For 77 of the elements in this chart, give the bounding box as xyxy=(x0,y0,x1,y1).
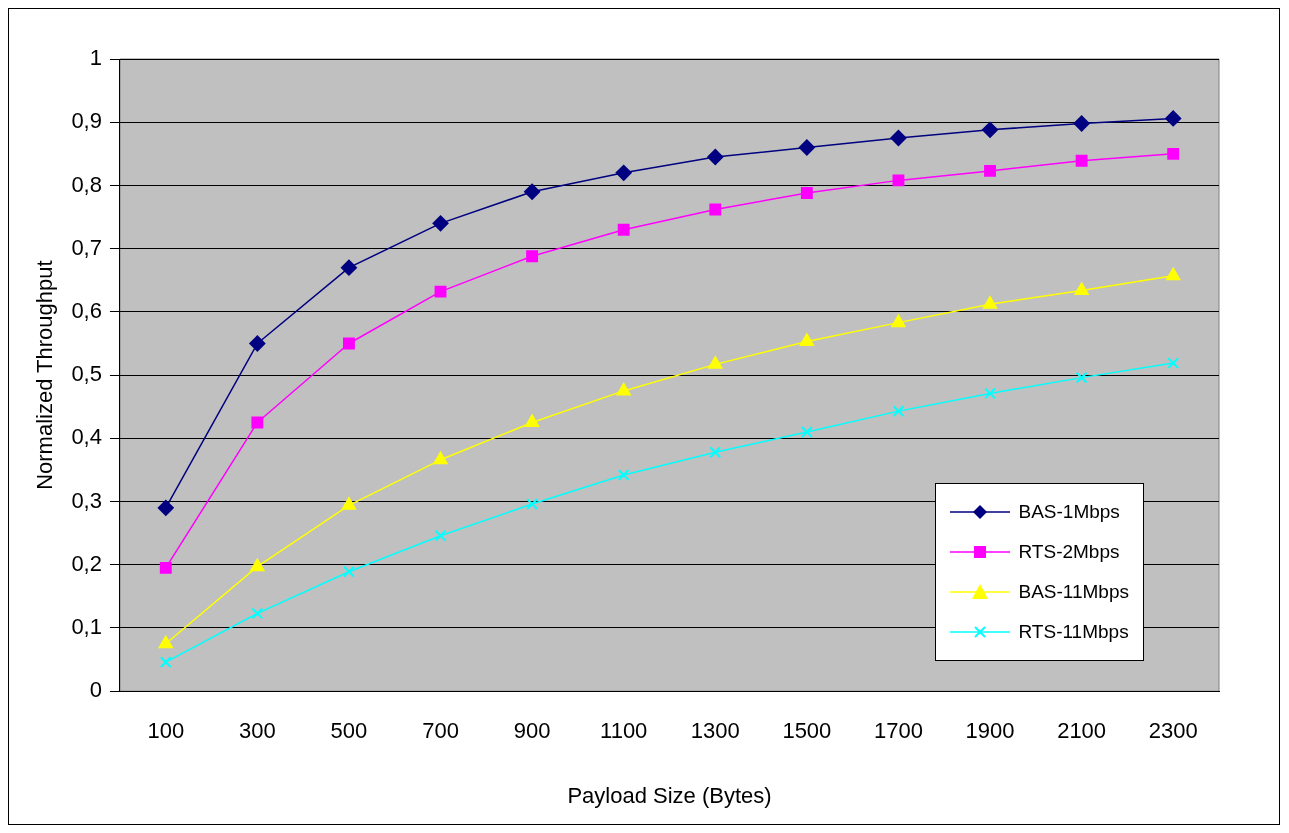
y-tick-label: 0,7 xyxy=(71,234,102,260)
point xyxy=(249,335,266,352)
point xyxy=(800,187,813,199)
x-tick-label: 1300 xyxy=(690,718,740,744)
point xyxy=(343,337,355,350)
y-tick-label: 0 xyxy=(89,677,102,703)
point xyxy=(616,382,631,396)
x-tick-label: 1700 xyxy=(873,718,923,744)
point xyxy=(798,139,815,156)
point xyxy=(709,446,722,459)
x-tick-label: 1100 xyxy=(600,718,648,744)
point xyxy=(251,416,264,429)
point xyxy=(526,250,539,263)
y-axis-title: Normalized Throughput xyxy=(32,260,58,490)
point xyxy=(615,164,632,181)
point xyxy=(984,164,996,177)
point xyxy=(159,561,172,574)
y-tick-label: 0,6 xyxy=(71,297,102,323)
point xyxy=(434,529,447,542)
point xyxy=(157,499,174,516)
point xyxy=(982,296,998,309)
point xyxy=(709,203,722,216)
point xyxy=(617,223,630,236)
x-tick-label: 2100 xyxy=(1057,718,1107,744)
point xyxy=(799,333,814,347)
x-tick-label: 2300 xyxy=(1148,718,1198,744)
y-tick-label: 0,2 xyxy=(71,550,102,576)
point xyxy=(982,121,999,138)
legend-label: BAS-1Mbps xyxy=(1018,501,1120,524)
point xyxy=(340,259,357,276)
legend-label: BAS-11Mbps xyxy=(1018,581,1129,604)
point xyxy=(1074,282,1089,295)
point xyxy=(526,498,539,511)
y-tick-label: 0,9 xyxy=(71,108,102,134)
point xyxy=(251,607,264,620)
point xyxy=(343,565,355,578)
x-tick-label: 300 xyxy=(239,718,276,744)
point xyxy=(892,405,905,418)
y-tick-label: 0,3 xyxy=(71,487,102,513)
point xyxy=(1073,115,1090,132)
y-tick-label: 1 xyxy=(89,45,102,71)
point xyxy=(800,426,813,438)
x-tick-label: 100 xyxy=(147,718,185,744)
legend-label: RTS-11Mbps xyxy=(1018,621,1129,644)
y-tick-label: 0,1 xyxy=(71,614,102,640)
point xyxy=(1167,147,1180,160)
x-tick-label: 700 xyxy=(422,718,459,744)
point xyxy=(434,285,447,298)
point xyxy=(617,469,630,481)
point xyxy=(159,656,172,669)
point xyxy=(984,387,996,400)
x-tick-label: 1900 xyxy=(965,718,1015,744)
legend-label: RTS-2Mbps xyxy=(1018,541,1120,564)
point xyxy=(1075,154,1088,167)
point xyxy=(1075,371,1088,384)
x-tick-label: 900 xyxy=(513,718,551,744)
point xyxy=(1167,357,1180,370)
x-axis-title: Payload Size (Bytes) xyxy=(567,782,772,808)
y-tick-label: 0,5 xyxy=(71,361,102,387)
point xyxy=(707,148,724,165)
point xyxy=(250,558,265,572)
point xyxy=(341,497,357,510)
point xyxy=(891,314,906,328)
point xyxy=(890,130,907,147)
point xyxy=(708,356,723,369)
point xyxy=(432,215,449,232)
point xyxy=(524,183,541,200)
x-tick-label: 1500 xyxy=(782,718,832,744)
x-tick-label: 500 xyxy=(330,718,368,744)
point xyxy=(892,174,905,187)
point xyxy=(525,414,540,428)
point xyxy=(1165,110,1182,127)
y-tick-label: 0,8 xyxy=(71,171,102,197)
point xyxy=(158,635,173,649)
point xyxy=(1166,267,1181,281)
y-tick-label: 0,4 xyxy=(71,424,102,450)
point xyxy=(433,451,448,465)
